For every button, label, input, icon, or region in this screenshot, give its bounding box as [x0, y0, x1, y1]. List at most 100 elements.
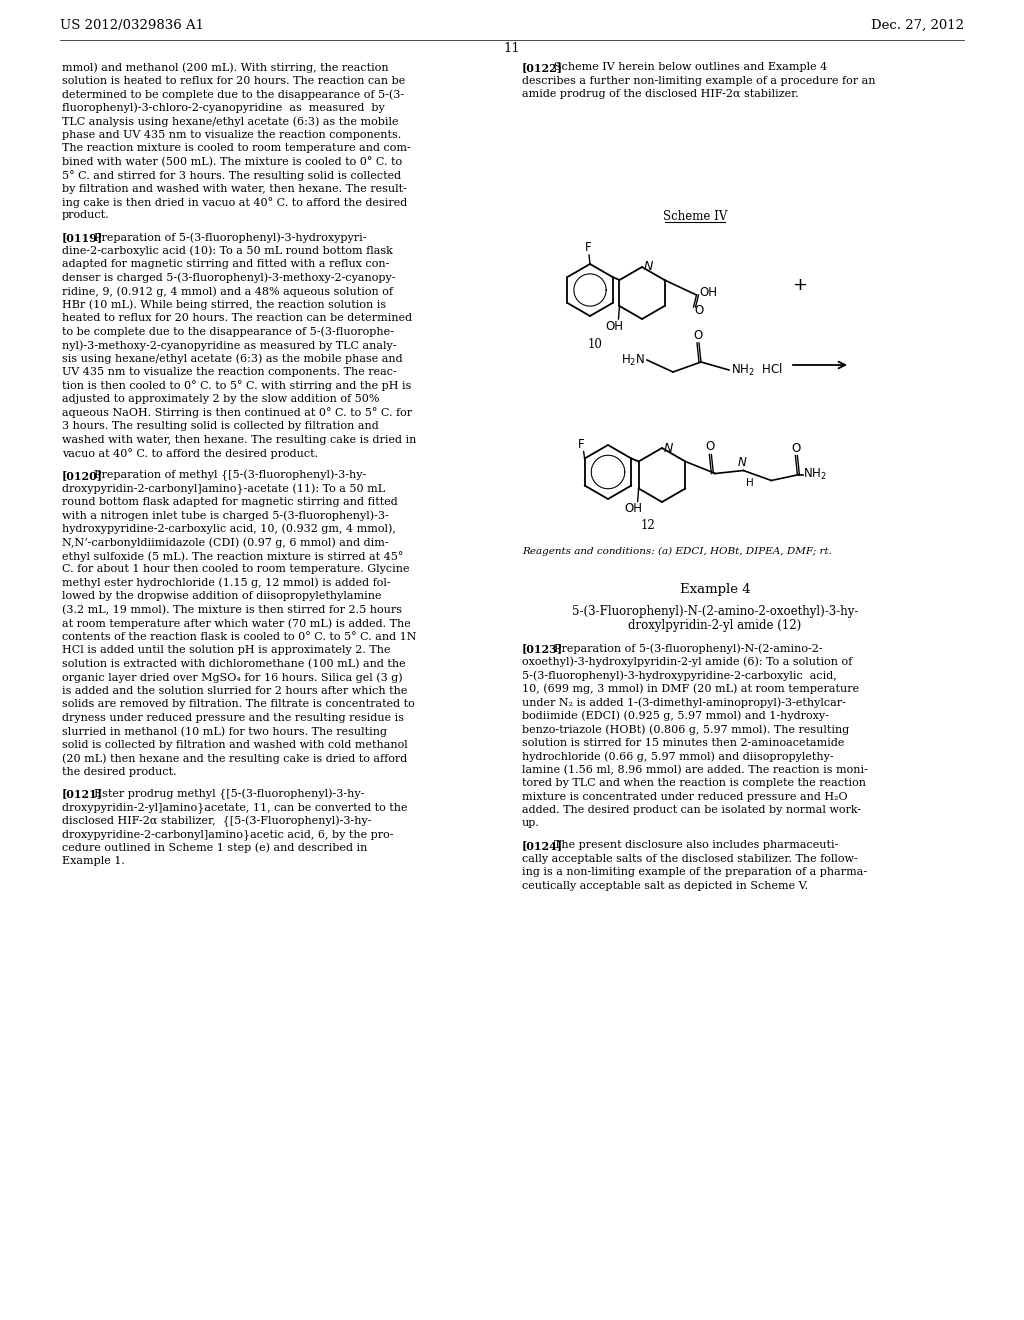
- Text: cedure outlined in Scheme 1 step (e) and described in: cedure outlined in Scheme 1 step (e) and…: [62, 842, 368, 853]
- Text: 10: 10: [588, 338, 602, 351]
- Text: [0119]: [0119]: [62, 232, 103, 243]
- Text: fluorophenyl)-3-chloro-2-cyanopyridine  as  measured  by: fluorophenyl)-3-chloro-2-cyanopyridine a…: [62, 103, 385, 114]
- Text: Scheme IV: Scheme IV: [663, 210, 727, 223]
- Text: vacuo at 40° C. to afford the desired product.: vacuo at 40° C. to afford the desired pr…: [62, 447, 318, 459]
- Text: tion is then cooled to 0° C. to 5° C. with stirring and the pH is: tion is then cooled to 0° C. to 5° C. wi…: [62, 380, 412, 392]
- Text: N,N’-carbonyldiimidazole (CDI) (0.97 g, 6 mmol) and dim-: N,N’-carbonyldiimidazole (CDI) (0.97 g, …: [62, 537, 389, 548]
- Text: N: N: [644, 260, 653, 273]
- Text: heated to reflux for 20 hours. The reaction can be determined: heated to reflux for 20 hours. The react…: [62, 313, 412, 323]
- Text: ing cake is then dried in vacuo at 40° C. to afford the desired: ing cake is then dried in vacuo at 40° C…: [62, 197, 408, 207]
- Text: [0124]: [0124]: [522, 840, 563, 851]
- Text: adjusted to approximately 2 by the slow addition of 50%: adjusted to approximately 2 by the slow …: [62, 395, 380, 404]
- Text: nyl)-3-methoxy-2-cyanopyridine as measured by TLC analy-: nyl)-3-methoxy-2-cyanopyridine as measur…: [62, 341, 396, 351]
- Text: N: N: [738, 455, 746, 469]
- Text: bodiimide (EDCI) (0.925 g, 5.97 mmol) and 1-hydroxy-: bodiimide (EDCI) (0.925 g, 5.97 mmol) an…: [522, 710, 828, 721]
- Text: phase and UV 435 nm to visualize the reaction components.: phase and UV 435 nm to visualize the rea…: [62, 129, 401, 140]
- Text: up.: up.: [522, 818, 540, 829]
- Text: [0120]: [0120]: [62, 470, 103, 480]
- Text: droxylpyridin-2-yl amide (12): droxylpyridin-2-yl amide (12): [629, 619, 802, 632]
- Text: The reaction mixture is cooled to room temperature and com-: The reaction mixture is cooled to room t…: [62, 143, 411, 153]
- Text: hydrochloride (0.66 g, 5.97 mmol) and diisopropylethy-: hydrochloride (0.66 g, 5.97 mmol) and di…: [522, 751, 834, 762]
- Text: droxypyridin-2-yl]amino}acetate, 11, can be converted to the: droxypyridin-2-yl]amino}acetate, 11, can…: [62, 801, 408, 813]
- Text: 11: 11: [504, 41, 520, 54]
- Text: H$_2$N: H$_2$N: [621, 352, 645, 367]
- Text: by filtration and washed with water, then hexane. The result-: by filtration and washed with water, the…: [62, 183, 407, 194]
- Text: 12: 12: [641, 519, 655, 532]
- Text: solution is extracted with dichloromethane (100 mL) and the: solution is extracted with dichlorometha…: [62, 659, 406, 669]
- Text: OH: OH: [625, 503, 643, 516]
- Text: NH$_2$: NH$_2$: [804, 467, 827, 482]
- Text: H: H: [745, 479, 754, 488]
- Text: describes a further non-limiting example of a procedure for an: describes a further non-limiting example…: [522, 75, 876, 86]
- Text: adapted for magnetic stirring and fitted with a reflux con-: adapted for magnetic stirring and fitted…: [62, 259, 389, 269]
- Text: Example 4: Example 4: [680, 583, 751, 597]
- Text: Reagents and conditions: (a) EDCI, HOBt, DIPEA, DMF; rt.: Reagents and conditions: (a) EDCI, HOBt,…: [522, 546, 831, 556]
- Text: 10, (699 mg, 3 mmol) in DMF (20 mL) at room temperature: 10, (699 mg, 3 mmol) in DMF (20 mL) at r…: [522, 684, 859, 694]
- Text: droxypyridin-2-carbonyl]amino}-acetate (11): To a 50 mL: droxypyridin-2-carbonyl]amino}-acetate (…: [62, 483, 385, 495]
- Text: amide prodrug of the disclosed HIF-2α stabilizer.: amide prodrug of the disclosed HIF-2α st…: [522, 88, 799, 99]
- Text: aqueous NaOH. Stirring is then continued at 0° C. to 5° C. for: aqueous NaOH. Stirring is then continued…: [62, 408, 412, 418]
- Text: ing is a non-limiting example of the preparation of a pharma-: ing is a non-limiting example of the pre…: [522, 867, 867, 876]
- Text: NH$_2$  HCl: NH$_2$ HCl: [731, 362, 782, 378]
- Text: (20 mL) then hexane and the resulting cake is dried to afford: (20 mL) then hexane and the resulting ca…: [62, 754, 408, 764]
- Text: denser is charged 5-(3-fluorophenyl)-3-methoxy-2-cyanopy-: denser is charged 5-(3-fluorophenyl)-3-m…: [62, 273, 395, 284]
- Text: [0122]: [0122]: [522, 62, 563, 73]
- Text: contents of the reaction flask is cooled to 0° C. to 5° C. and 1N: contents of the reaction flask is cooled…: [62, 632, 417, 642]
- Text: to be complete due to the disappearance of 5-(3-fluorophe-: to be complete due to the disappearance …: [62, 326, 394, 337]
- Text: methyl ester hydrochloride (1.15 g, 12 mmol) is added fol-: methyl ester hydrochloride (1.15 g, 12 m…: [62, 578, 390, 589]
- Text: O: O: [792, 441, 801, 454]
- Text: slurried in methanol (10 mL) for two hours. The resulting: slurried in methanol (10 mL) for two hou…: [62, 726, 387, 737]
- Text: HBr (10 mL). While being stirred, the reaction solution is: HBr (10 mL). While being stirred, the re…: [62, 300, 386, 310]
- Text: C. for about 1 hour then cooled to room temperature. Glycine: C. for about 1 hour then cooled to room …: [62, 564, 410, 574]
- Text: disclosed HIF-2α stabilizer,  {[5-(3-Fluorophenyl)-3-hy-: disclosed HIF-2α stabilizer, {[5-(3-Fluo…: [62, 816, 372, 826]
- Text: tored by TLC and when the reaction is complete the reaction: tored by TLC and when the reaction is co…: [522, 777, 866, 788]
- Text: lowed by the dropwise addition of diisopropylethylamine: lowed by the dropwise addition of diisop…: [62, 591, 382, 601]
- Text: HCl is added until the solution pH is approximately 2. The: HCl is added until the solution pH is ap…: [62, 645, 390, 655]
- Text: mixture is concentrated under reduced pressure and H₂O: mixture is concentrated under reduced pr…: [522, 792, 848, 801]
- Text: round bottom flask adapted for magnetic stirring and fitted: round bottom flask adapted for magnetic …: [62, 496, 397, 507]
- Text: solids are removed by filtration. The filtrate is concentrated to: solids are removed by filtration. The fi…: [62, 700, 415, 709]
- Text: added. The desired product can be isolated by normal work-: added. The desired product can be isolat…: [522, 805, 861, 814]
- Text: washed with water, then hexane. The resulting cake is dried in: washed with water, then hexane. The resu…: [62, 434, 417, 445]
- Text: solution is heated to reflux for 20 hours. The reaction can be: solution is heated to reflux for 20 hour…: [62, 75, 406, 86]
- Text: Preparation of methyl {[5-(3-fluorophenyl)-3-hy-: Preparation of methyl {[5-(3-fluoropheny…: [87, 470, 367, 480]
- Text: ethyl sulfoxide (5 mL). The reaction mixture is stirred at 45°: ethyl sulfoxide (5 mL). The reaction mix…: [62, 550, 403, 561]
- Text: Dec. 27, 2012: Dec. 27, 2012: [871, 18, 964, 32]
- Text: Scheme IV herein below outlines and Example 4: Scheme IV herein below outlines and Exam…: [547, 62, 827, 73]
- Text: UV 435 nm to visualize the reaction components. The reac-: UV 435 nm to visualize the reaction comp…: [62, 367, 396, 378]
- Text: Ester prodrug methyl {[5-(3-fluorophenyl)-3-hy-: Ester prodrug methyl {[5-(3-fluorophenyl…: [87, 788, 365, 800]
- Text: 5° C. and stirred for 3 hours. The resulting solid is collected: 5° C. and stirred for 3 hours. The resul…: [62, 170, 401, 181]
- Text: sis using hexane/ethyl acetate (6:3) as the mobile phase and: sis using hexane/ethyl acetate (6:3) as …: [62, 354, 402, 364]
- Text: OH: OH: [699, 286, 718, 300]
- Text: solid is collected by filtration and washed with cold methanol: solid is collected by filtration and was…: [62, 739, 408, 750]
- Text: ceutically acceptable salt as depicted in Scheme V.: ceutically acceptable salt as depicted i…: [522, 880, 808, 891]
- Text: OH: OH: [605, 319, 624, 333]
- Text: O: O: [706, 441, 715, 454]
- Text: with a nitrogen inlet tube is charged 5-(3-fluorophenyl)-3-: with a nitrogen inlet tube is charged 5-…: [62, 511, 389, 521]
- Text: mmol) and methanol (200 mL). With stirring, the reaction: mmol) and methanol (200 mL). With stirri…: [62, 62, 389, 73]
- Text: product.: product.: [62, 210, 110, 220]
- Text: lamine (1.56 ml, 8.96 mmol) are added. The reaction is moni-: lamine (1.56 ml, 8.96 mmol) are added. T…: [522, 764, 868, 775]
- Text: O: O: [694, 305, 703, 318]
- Text: (3.2 mL, 19 mmol). The mixture is then stirred for 2.5 hours: (3.2 mL, 19 mmol). The mixture is then s…: [62, 605, 402, 615]
- Text: Preparation of 5-(3-fluorophenyl)-N-(2-amino-2-: Preparation of 5-(3-fluorophenyl)-N-(2-a…: [547, 643, 822, 653]
- Text: TLC analysis using hexane/ethyl acetate (6:3) as the mobile: TLC analysis using hexane/ethyl acetate …: [62, 116, 398, 127]
- Text: F: F: [579, 437, 585, 450]
- Text: under N₂ is added 1-(3-dimethyl-aminopropyl)-3-ethylcar-: under N₂ is added 1-(3-dimethyl-aminopro…: [522, 697, 846, 708]
- Text: Example 1.: Example 1.: [62, 855, 125, 866]
- Text: benzo-triazole (HOBt) (0.806 g, 5.97 mmol). The resulting: benzo-triazole (HOBt) (0.806 g, 5.97 mmo…: [522, 723, 849, 734]
- Text: the desired product.: the desired product.: [62, 767, 176, 776]
- Text: dine-2-carboxylic acid (10): To a 50 mL round bottom flask: dine-2-carboxylic acid (10): To a 50 mL …: [62, 246, 393, 256]
- Text: The present disclosure also includes pharmaceuti-: The present disclosure also includes pha…: [547, 840, 839, 850]
- Text: [0121]: [0121]: [62, 788, 103, 800]
- Text: dryness under reduced pressure and the resulting residue is: dryness under reduced pressure and the r…: [62, 713, 404, 722]
- Text: F: F: [585, 242, 591, 253]
- Text: droxypyridine-2-carbonyl]amino}acetic acid, 6, by the pro-: droxypyridine-2-carbonyl]amino}acetic ac…: [62, 829, 393, 840]
- Text: 5-(3-Fluorophenyl)-N-(2-amino-2-oxoethyl)-3-hy-: 5-(3-Fluorophenyl)-N-(2-amino-2-oxoethyl…: [571, 605, 858, 618]
- Text: Preparation of 5-(3-fluorophenyl)-3-hydroxypyri-: Preparation of 5-(3-fluorophenyl)-3-hydr…: [87, 232, 367, 243]
- Text: determined to be complete due to the disappearance of 5-(3-: determined to be complete due to the dis…: [62, 88, 404, 99]
- Text: US 2012/0329836 A1: US 2012/0329836 A1: [60, 18, 204, 32]
- Text: [0123]: [0123]: [522, 643, 563, 653]
- Text: 5-(3-fluorophenyl)-3-hydroxypyridine-2-carboxylic  acid,: 5-(3-fluorophenyl)-3-hydroxypyridine-2-c…: [522, 671, 837, 681]
- Text: N: N: [664, 441, 674, 454]
